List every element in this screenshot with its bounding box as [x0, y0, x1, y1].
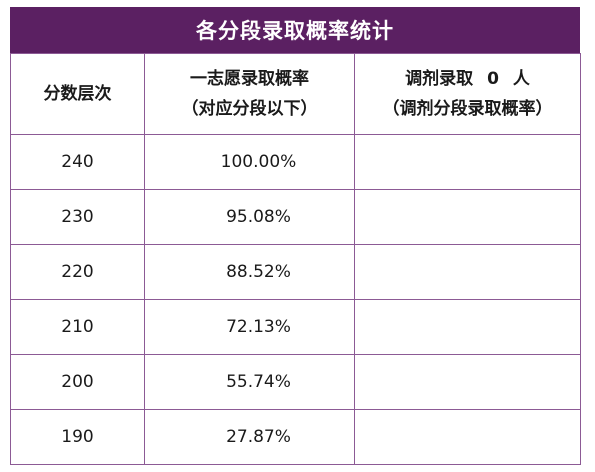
- score-cell-value: 190: [61, 427, 94, 447]
- first-choice-prob-cell-value: 100.00%: [220, 152, 297, 172]
- adjustment-prob-cell: [354, 409, 581, 465]
- score-cell: 210: [10, 299, 145, 355]
- header-adjustment: 调剂录取 0 人 （调剂分段录取概率）: [354, 53, 581, 135]
- header-adjustment-prefix: 调剂录取: [405, 69, 474, 89]
- table-row: 230 95.08%: [10, 189, 581, 245]
- header-adjustment-label: 调剂录取 0 人: [355, 64, 580, 94]
- adjustment-prob-cell: [354, 189, 581, 245]
- score-cell: 230: [10, 189, 145, 245]
- first-choice-prob-cell: 27.87%: [144, 409, 355, 465]
- score-cell-value: 240: [61, 152, 94, 172]
- table-row: 220 88.52%: [10, 244, 581, 300]
- header-adjustment-note: （调剂分段录取概率）: [382, 99, 553, 119]
- first-choice-prob-cell: 95.08%: [144, 189, 355, 245]
- first-choice-prob-cell-value: 72.13%: [226, 317, 291, 337]
- table-row: 190 27.87%: [10, 409, 581, 465]
- first-choice-prob-cell-value: 95.08%: [226, 207, 291, 227]
- first-choice-prob-cell: 88.52%: [144, 244, 355, 300]
- first-choice-prob-cell: 72.13%: [144, 299, 355, 355]
- header-first-choice-label: 一志愿录取概率: [190, 69, 309, 89]
- score-cell: 200: [10, 354, 145, 410]
- probability-table: 分数层次 一志愿录取概率 （对应分段以下） 调剂录取 0 人 （调剂分段录取概率） …: [10, 53, 581, 465]
- header-row: 分数层次 一志愿录取概率 （对应分段以下） 调剂录取 0 人 （调剂分段录取概率）: [10, 53, 581, 135]
- first-choice-prob-cell-value: 55.74%: [226, 372, 291, 392]
- first-choice-prob-cell-value: 27.87%: [226, 427, 291, 447]
- adjustment-prob-cell: [354, 299, 581, 355]
- adjustment-prob-cell: [354, 244, 581, 300]
- score-cell: 220: [10, 244, 145, 300]
- score-cell: 190: [10, 409, 145, 465]
- header-score-level: 分数层次: [10, 53, 145, 135]
- table-row: 240 100.00%: [10, 134, 581, 190]
- header-first-choice: 一志愿录取概率 （对应分段以下）: [144, 53, 355, 135]
- header-score-level-label: 分数层次: [43, 84, 112, 104]
- score-cell: 240: [10, 134, 145, 190]
- score-cell-value: 220: [61, 262, 94, 282]
- score-cell-value: 210: [61, 317, 94, 337]
- table-body: 240 100.00% 230 95.08% 220 88.52% 210 72.13% 200…: [10, 134, 581, 465]
- score-cell-value: 230: [61, 207, 94, 227]
- score-cell-value: 200: [61, 372, 94, 392]
- table-row: 210 72.13%: [10, 299, 581, 355]
- first-choice-prob-cell: 100.00%: [144, 134, 355, 190]
- adjustment-prob-cell: [354, 134, 581, 190]
- header-adjustment-suffix: 人: [512, 69, 530, 89]
- first-choice-prob-cell-value: 88.52%: [226, 262, 291, 282]
- adjustment-prob-cell: [354, 354, 581, 410]
- first-choice-prob-cell: 55.74%: [144, 354, 355, 410]
- adjustment-count: 0: [487, 69, 499, 89]
- header-first-choice-note: （对应分段以下）: [181, 99, 318, 119]
- table-row: 200 55.74%: [10, 354, 581, 410]
- table-title: 各分段录取概率统计: [10, 7, 580, 53]
